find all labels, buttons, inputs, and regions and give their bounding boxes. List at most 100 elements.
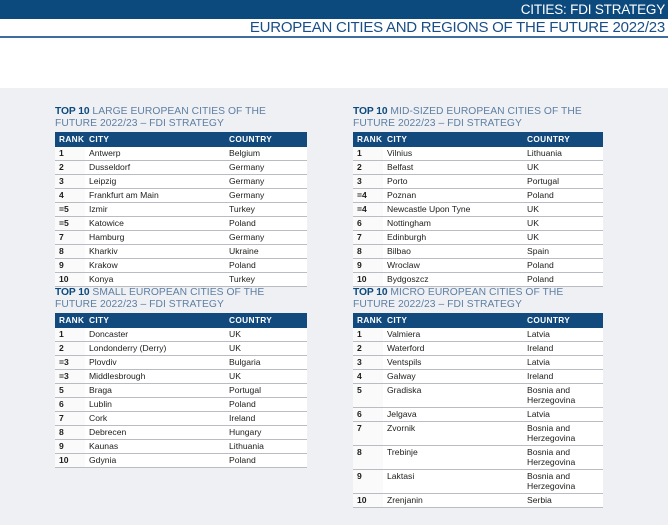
rank-cell: 9 xyxy=(55,439,85,454)
table-row[interactable]: 6 Lublin Poland xyxy=(55,397,307,412)
block-subtitle: MICRO EUROPEAN CITIES OF THE FUTURE 2022… xyxy=(353,287,564,310)
country-cell: Germany xyxy=(225,174,307,189)
country-cell: Poland xyxy=(225,216,307,231)
city-cell: Nottingham xyxy=(383,216,523,231)
table-row[interactable]: 4 Galway Ireland xyxy=(353,369,603,384)
city-cell: Bilbao xyxy=(383,244,523,259)
col-header-country[interactable]: COUNTRY xyxy=(523,312,603,328)
country-cell: UK xyxy=(523,230,603,245)
city-cell: Kharkiv xyxy=(85,244,225,259)
table-row[interactable]: =4 Newcastle Upon Tyne UK xyxy=(353,202,603,217)
table-row[interactable]: 8 Kharkiv Ukraine xyxy=(55,244,307,259)
city-cell: Lublin xyxy=(85,397,225,412)
table-row[interactable]: 10 Bydgoszcz Poland xyxy=(353,272,603,287)
table-row[interactable]: 9 Wroclaw Poland xyxy=(353,258,603,273)
table-body: 1 Valmiera Latvia 2 Waterford Ireland 3 Ventspi… xyxy=(353,327,603,508)
country-cell: Ireland xyxy=(523,369,603,384)
rank-cell: 3 xyxy=(353,174,383,189)
table-row[interactable]: 7 Cork Ireland xyxy=(55,411,307,426)
table-row[interactable]: 5 Braga Portugal xyxy=(55,383,307,398)
table-row[interactable]: 8 Debrecen Hungary xyxy=(55,425,307,440)
city-cell: Wroclaw xyxy=(383,258,523,273)
table-row[interactable]: 9 Krakow Poland xyxy=(55,258,307,273)
col-header-city[interactable]: CITY xyxy=(85,312,225,328)
rank-table: RANK CITY COUNTRY 1 Vilnius Lithuania 2 Belf… xyxy=(353,131,603,287)
city-cell: Leipzig xyxy=(85,174,225,189)
city-cell: Galway xyxy=(383,369,523,384)
block-title: TOP 10 LARGE EUROPEAN CITIES OF THE FUTU… xyxy=(55,106,307,130)
table-row[interactable]: 1 Valmiera Latvia xyxy=(353,327,603,342)
block-title: TOP 10 SMALL EUROPEAN CITIES OF THE FUTU… xyxy=(55,287,307,311)
country-cell: Bosnia and Herzegovina xyxy=(523,421,603,446)
country-cell: Latvia xyxy=(523,407,603,422)
block-subtitle: LARGE EUROPEAN CITIES OF THE FUTURE 2022… xyxy=(55,106,266,129)
table-row[interactable]: 8 Trebinje Bosnia and Herzegovina xyxy=(353,445,603,470)
header-accent-rule xyxy=(0,36,668,38)
col-header-country[interactable]: COUNTRY xyxy=(523,131,603,147)
country-cell: UK xyxy=(523,160,603,175)
table-row[interactable]: 10 Zrenjanin Serbia xyxy=(353,493,603,508)
table-row[interactable]: 3 Porto Portugal xyxy=(353,174,603,189)
table-row[interactable]: 3 Ventspils Latvia xyxy=(353,355,603,370)
col-header-rank[interactable]: RANK xyxy=(55,131,85,147)
table-row[interactable]: 8 Bilbao Spain xyxy=(353,244,603,259)
rank-cell: 8 xyxy=(55,244,85,259)
rank-cell: 9 xyxy=(55,258,85,273)
col-header-city[interactable]: CITY xyxy=(383,131,523,147)
city-cell: Jelgava xyxy=(383,407,523,422)
table-row[interactable]: 9 Kaunas Lithuania xyxy=(55,439,307,454)
col-header-rank[interactable]: RANK xyxy=(353,312,383,328)
col-header-rank[interactable]: RANK xyxy=(55,312,85,328)
table-row[interactable]: 10 Gdynia Poland xyxy=(55,453,307,468)
table-row[interactable]: 7 Hamburg Germany xyxy=(55,230,307,245)
table-row[interactable]: 2 Belfast UK xyxy=(353,160,603,175)
country-cell: Bosnia and Herzegovina xyxy=(523,469,603,494)
city-cell: Dusseldorf xyxy=(85,160,225,175)
block-subtitle: MID-SIZED EUROPEAN CITIES OF THE FUTURE … xyxy=(353,106,582,129)
country-cell: UK xyxy=(523,202,603,217)
table-row[interactable]: 1 Antwerp Belgium xyxy=(55,146,307,161)
country-cell: Poland xyxy=(225,397,307,412)
table-row[interactable]: 2 Dusseldorf Germany xyxy=(55,160,307,175)
table-row[interactable]: 4 Frankfurt am Main Germany xyxy=(55,188,307,203)
col-header-country[interactable]: COUNTRY xyxy=(225,312,307,328)
table-row[interactable]: =3 Plovdiv Bulgaria xyxy=(55,355,307,370)
table-row[interactable]: 6 Jelgava Latvia xyxy=(353,407,603,422)
city-cell: Debrecen xyxy=(85,425,225,440)
table-row[interactable]: =5 Katowice Poland xyxy=(55,216,307,231)
col-header-city[interactable]: CITY xyxy=(383,312,523,328)
col-header-rank[interactable]: RANK xyxy=(353,131,383,147)
table-row[interactable]: 2 Waterford Ireland xyxy=(353,341,603,356)
country-cell: UK xyxy=(523,216,603,231)
table-row[interactable]: 2 Londonderry (Derry) UK xyxy=(55,341,307,356)
col-header-city[interactable]: CITY xyxy=(85,131,225,147)
table-row[interactable]: 6 Nottingham UK xyxy=(353,216,603,231)
table-row[interactable]: 7 Edinburgh UK xyxy=(353,230,603,245)
country-cell: Ireland xyxy=(225,411,307,426)
header-eyebrow: CITIES: FDI STRATEGY xyxy=(520,2,665,17)
table-row[interactable]: 9 Laktasi Bosnia and Herzegovina xyxy=(353,469,603,494)
block-midsized-cities: TOP 10 MID-SIZED EUROPEAN CITIES OF THE … xyxy=(353,106,603,287)
table-row[interactable]: 10 Konya Turkey xyxy=(55,272,307,287)
table-row[interactable]: 3 Leipzig Germany xyxy=(55,174,307,189)
rank-cell: 3 xyxy=(55,174,85,189)
city-cell: Gradiska xyxy=(383,383,523,408)
table-row[interactable]: =3 Middlesbrough UK xyxy=(55,369,307,384)
block-kicker: TOP 10 xyxy=(55,106,90,117)
city-cell: Newcastle Upon Tyne xyxy=(383,202,523,217)
table-row[interactable]: =4 Poznan Poland xyxy=(353,188,603,203)
col-header-country[interactable]: COUNTRY xyxy=(225,131,307,147)
city-cell: Plovdiv xyxy=(85,355,225,370)
table-row[interactable]: 1 Vilnius Lithuania xyxy=(353,146,603,161)
rank-cell: 7 xyxy=(55,411,85,426)
country-cell: Bulgaria xyxy=(225,355,307,370)
table-row[interactable]: 5 Gradiska Bosnia and Herzegovina xyxy=(353,383,603,408)
page-title: EUROPEAN CITIES AND REGIONS OF THE FUTUR… xyxy=(249,19,665,36)
table-row[interactable]: 1 Doncaster UK xyxy=(55,327,307,342)
city-cell: Trebinje xyxy=(383,445,523,470)
table-row[interactable]: 7 Zvornik Bosnia and Herzegovina xyxy=(353,421,603,446)
table-body: 1 Antwerp Belgium 2 Dusseldorf Germany 3 Leipzi… xyxy=(55,146,307,287)
table-row[interactable]: =5 Izmir Turkey xyxy=(55,202,307,217)
country-cell: Lithuania xyxy=(523,146,603,161)
rank-cell: 1 xyxy=(55,146,85,161)
